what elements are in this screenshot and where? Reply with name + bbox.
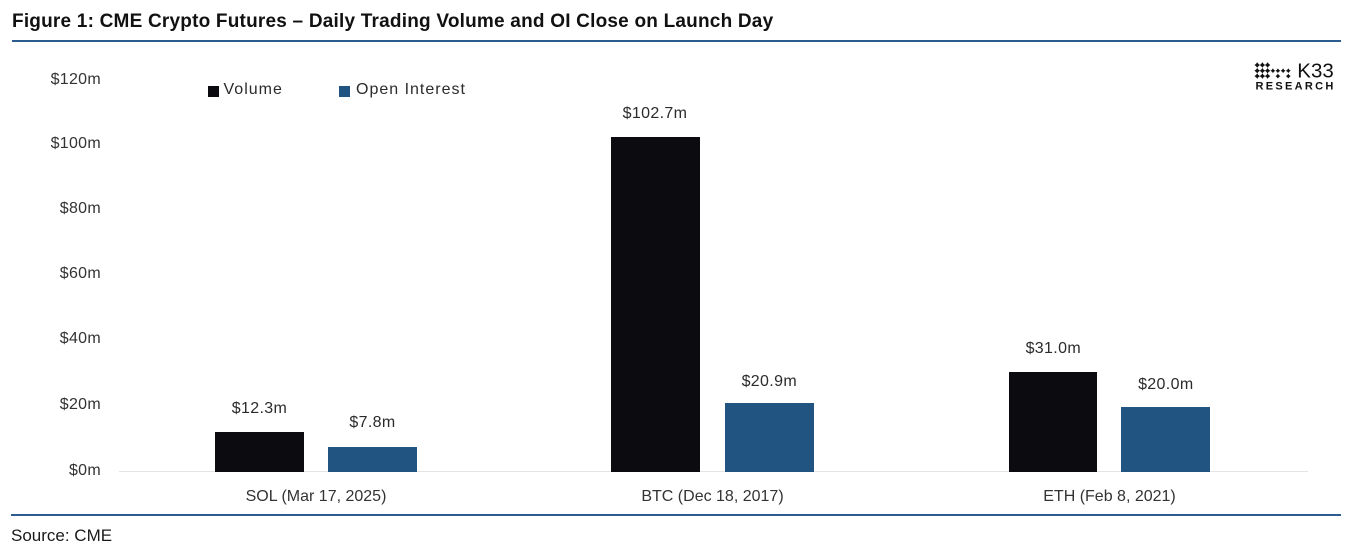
svg-text:RESEARCH: RESEARCH	[1256, 81, 1336, 93]
svg-text:K33: K33	[1297, 60, 1333, 83]
